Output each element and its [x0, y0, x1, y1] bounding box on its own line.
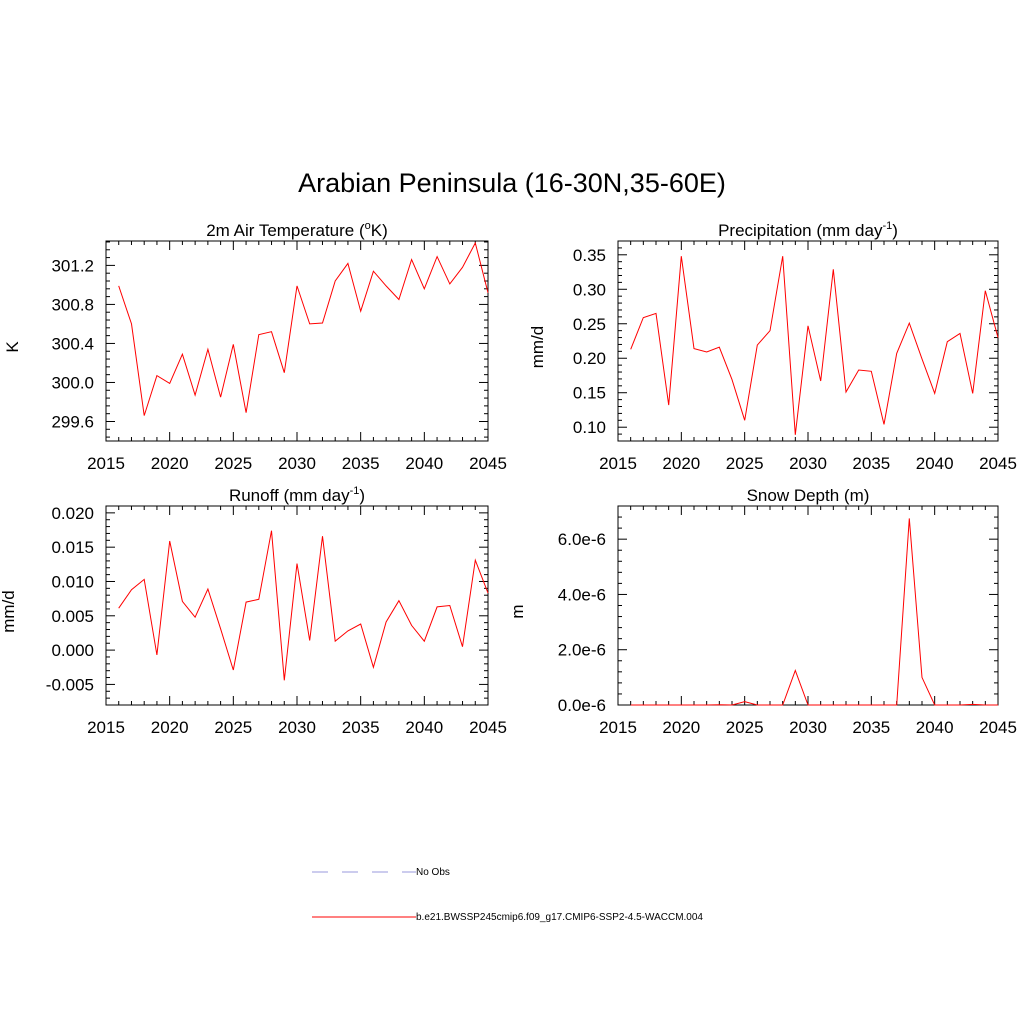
panel-3-ylabel: mm/d — [0, 590, 18, 633]
panel-3-xtick-label: 2025 — [214, 718, 252, 737]
legend-obs-label: No Obs — [416, 867, 450, 878]
panel-4-ylabel: m — [508, 604, 527, 618]
panel-2-xtick-label: 2015 — [599, 454, 637, 473]
panel-1-xtick-label: 2020 — [151, 454, 189, 473]
panel-2-ytick-label: 0.20 — [573, 349, 606, 368]
panel-1-title: 2m Air Temperature (oK) — [206, 220, 388, 240]
page-title: Arabian Peninsula (16-30N,35-60E) — [298, 168, 726, 198]
panel-2-series-line — [630, 256, 999, 435]
panel-2-xtick-label: 2020 — [662, 454, 700, 473]
panel-4-frame — [617, 505, 999, 706]
panel-2-ytick-label: 0.10 — [573, 418, 606, 437]
panel-4-xtick-label: 2015 — [599, 718, 637, 737]
panel-3-frame — [105, 505, 489, 706]
panel-2-xtick-label: 2045 — [979, 454, 1017, 473]
panel-2-xtick-label: 2040 — [916, 454, 954, 473]
panel-2-ytick-label: 0.25 — [573, 315, 606, 334]
panel-4-series-line — [630, 518, 998, 706]
panel-2-xtick-label: 2025 — [726, 454, 764, 473]
panel-1-xtick-label: 2035 — [342, 454, 380, 473]
panel-1-ytick-label: 301.2 — [51, 256, 94, 275]
panel-2-ylabel: mm/d — [528, 326, 547, 369]
panel-4-xtick-label: 2040 — [916, 718, 954, 737]
panel-2-ytick-label: 0.15 — [573, 384, 606, 403]
panel-1-xtick-label: 2045 — [469, 454, 507, 473]
panel-4-ytick-label: 4.0e-6 — [558, 585, 606, 604]
panel-3-ytick-label: 0.005 — [51, 607, 94, 626]
panel-3-title: Runoff (mm day-1) — [229, 485, 365, 505]
panel-4-ytick-label: 6.0e-6 — [558, 530, 606, 549]
panel-4-xtick-label: 2035 — [852, 718, 890, 737]
panel-4-xtick-label: 2020 — [662, 718, 700, 737]
panel-4-ytick-label: 2.0e-6 — [558, 641, 606, 660]
panel-4-title: Snow Depth (m) — [747, 486, 870, 505]
panel-1-ytick-label: 300.8 — [51, 295, 94, 314]
panel-4-ytick-label: 0.0e-6 — [558, 696, 606, 715]
panel-2-title: Precipitation (mm day-1) — [718, 220, 898, 240]
panel-1-ytick-label: 299.6 — [51, 412, 94, 431]
panel-3-xtick-label: 2015 — [87, 718, 125, 737]
panel-3-ytick-label: 0.020 — [51, 504, 94, 523]
panel-3-xtick-label: 2035 — [342, 718, 380, 737]
panel-2-xtick-label: 2030 — [789, 454, 827, 473]
panel-3-xtick-label: 2020 — [151, 718, 189, 737]
panel-1-ytick-label: 300.0 — [51, 373, 94, 392]
panel-1-xtick-label: 2040 — [405, 454, 443, 473]
panel-3-xtick-label: 2045 — [469, 718, 507, 737]
panel-2-ytick-label: 0.35 — [573, 246, 606, 265]
legend-obs-swatch — [312, 871, 416, 873]
panel-3-series-line — [118, 530, 489, 681]
panel-1-xtick-label: 2025 — [214, 454, 252, 473]
panel-4-xtick-label: 2045 — [979, 718, 1017, 737]
panel-3-xtick-label: 2040 — [405, 718, 443, 737]
panel-1-xtick-label: 2030 — [278, 454, 316, 473]
panel-1-frame — [105, 240, 489, 442]
panel-3-ytick-label: -0.005 — [46, 675, 94, 694]
panel-1-xtick-label: 2015 — [87, 454, 125, 473]
panel-3-ytick-label: 0.010 — [51, 572, 94, 591]
panel-2-frame — [617, 240, 999, 442]
panel-3-xtick-label: 2030 — [278, 718, 316, 737]
panel-1-ytick-label: 300.4 — [51, 334, 94, 353]
legend-model-swatch — [312, 916, 416, 918]
panel-4-xtick-label: 2025 — [726, 718, 764, 737]
panel-3-ytick-label: 0.000 — [51, 641, 94, 660]
panel-3-ytick-label: 0.015 — [51, 538, 94, 557]
panel-2-xtick-label: 2035 — [852, 454, 890, 473]
legend-model-label: b.e21.BWSSP245cmip6.f09_g17.CMIP6-SSP2-4… — [416, 912, 703, 923]
panel-1-ylabel: K — [3, 341, 22, 353]
panel-2-ytick-label: 0.30 — [573, 280, 606, 299]
panel-1-series-line — [118, 241, 489, 416]
panel-4-xtick-label: 2030 — [789, 718, 827, 737]
